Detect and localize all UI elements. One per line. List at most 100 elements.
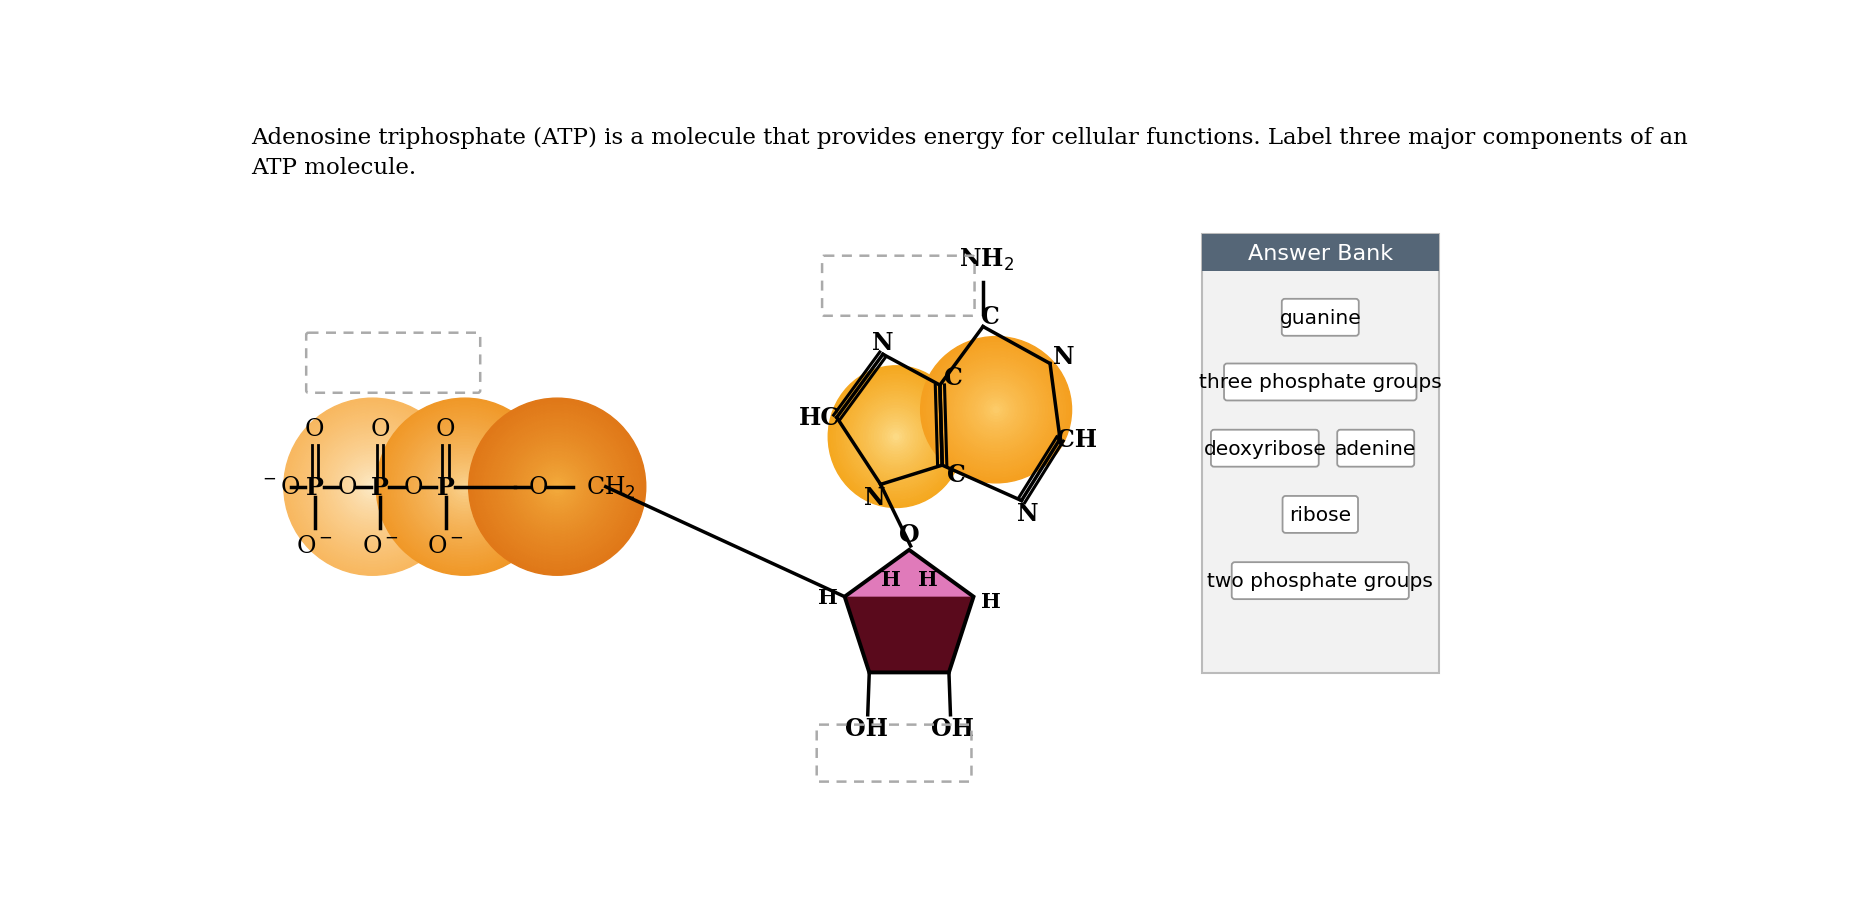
Ellipse shape [308, 423, 438, 552]
Ellipse shape [947, 364, 1044, 457]
Ellipse shape [462, 484, 468, 490]
Ellipse shape [354, 470, 390, 505]
Ellipse shape [475, 404, 639, 570]
Ellipse shape [472, 402, 643, 573]
Ellipse shape [930, 346, 1062, 474]
Text: C: C [945, 366, 964, 390]
Text: C: C [980, 304, 1001, 328]
FancyBboxPatch shape [1232, 562, 1409, 599]
Ellipse shape [867, 406, 926, 469]
Ellipse shape [546, 475, 569, 499]
Bar [1202, 235, 1439, 272]
Ellipse shape [412, 434, 518, 540]
Ellipse shape [459, 482, 472, 494]
Ellipse shape [979, 392, 1014, 427]
Ellipse shape [828, 367, 964, 508]
Text: O: O [306, 417, 324, 440]
Ellipse shape [533, 463, 582, 511]
Ellipse shape [537, 467, 578, 508]
Ellipse shape [427, 448, 503, 526]
Ellipse shape [513, 443, 602, 531]
Polygon shape [844, 550, 973, 673]
Ellipse shape [328, 443, 418, 531]
Ellipse shape [839, 378, 953, 496]
Ellipse shape [874, 414, 917, 460]
Ellipse shape [956, 372, 1035, 448]
Ellipse shape [360, 475, 384, 499]
Ellipse shape [447, 470, 483, 505]
Ellipse shape [507, 437, 608, 538]
Ellipse shape [966, 381, 1027, 439]
Text: ATP molecule.: ATP molecule. [252, 156, 418, 178]
Ellipse shape [487, 416, 628, 558]
Ellipse shape [343, 458, 403, 516]
Ellipse shape [304, 419, 440, 555]
Ellipse shape [831, 369, 962, 505]
Ellipse shape [406, 428, 524, 546]
Text: N: N [1053, 345, 1076, 369]
Ellipse shape [926, 343, 1066, 478]
Ellipse shape [522, 452, 593, 523]
Ellipse shape [984, 399, 1008, 422]
Ellipse shape [857, 398, 934, 477]
Ellipse shape [971, 387, 1020, 434]
Ellipse shape [481, 411, 634, 564]
Ellipse shape [477, 407, 637, 567]
Ellipse shape [339, 455, 404, 519]
Ellipse shape [526, 455, 589, 519]
Ellipse shape [921, 337, 1072, 483]
Text: three phosphate groups: three phosphate groups [1199, 373, 1441, 392]
Ellipse shape [954, 369, 1038, 451]
Ellipse shape [298, 414, 445, 561]
Ellipse shape [322, 437, 423, 538]
Ellipse shape [444, 467, 485, 508]
Ellipse shape [542, 472, 572, 502]
Ellipse shape [531, 460, 583, 514]
Text: O$^-$: O$^-$ [296, 534, 334, 557]
Ellipse shape [287, 402, 459, 573]
Text: H: H [882, 570, 900, 590]
Ellipse shape [377, 399, 554, 575]
Text: CH$_2$: CH$_2$ [585, 474, 636, 500]
Text: OH: OH [932, 716, 975, 740]
Ellipse shape [393, 416, 535, 558]
Text: O$^-$: O$^-$ [362, 534, 399, 557]
Ellipse shape [516, 446, 598, 528]
Ellipse shape [388, 411, 542, 564]
Ellipse shape [432, 455, 498, 519]
Ellipse shape [352, 467, 393, 508]
Ellipse shape [418, 440, 513, 534]
Ellipse shape [891, 432, 902, 443]
Ellipse shape [994, 407, 999, 414]
Ellipse shape [844, 383, 947, 491]
Ellipse shape [414, 437, 514, 538]
Ellipse shape [483, 414, 632, 561]
Ellipse shape [490, 419, 624, 555]
Ellipse shape [885, 425, 908, 448]
Text: H: H [980, 591, 1001, 611]
Text: O: O [528, 476, 548, 499]
FancyBboxPatch shape [1282, 496, 1359, 533]
Ellipse shape [951, 367, 1042, 454]
Ellipse shape [503, 434, 610, 540]
Ellipse shape [893, 435, 898, 440]
Ellipse shape [313, 428, 431, 546]
Text: CH: CH [1057, 427, 1098, 451]
Ellipse shape [852, 391, 939, 482]
Ellipse shape [969, 384, 1023, 437]
Ellipse shape [332, 446, 414, 528]
Text: H: H [917, 570, 938, 590]
Ellipse shape [496, 425, 619, 549]
Text: N: N [1018, 502, 1038, 526]
Ellipse shape [882, 423, 910, 451]
Text: O: O [371, 417, 390, 440]
Ellipse shape [850, 389, 941, 485]
Text: O: O [436, 417, 455, 440]
Ellipse shape [863, 403, 928, 471]
Ellipse shape [423, 446, 507, 528]
Text: OH: OH [846, 716, 889, 740]
Ellipse shape [429, 452, 500, 523]
Ellipse shape [302, 416, 444, 558]
Ellipse shape [498, 428, 617, 546]
Ellipse shape [349, 463, 395, 511]
